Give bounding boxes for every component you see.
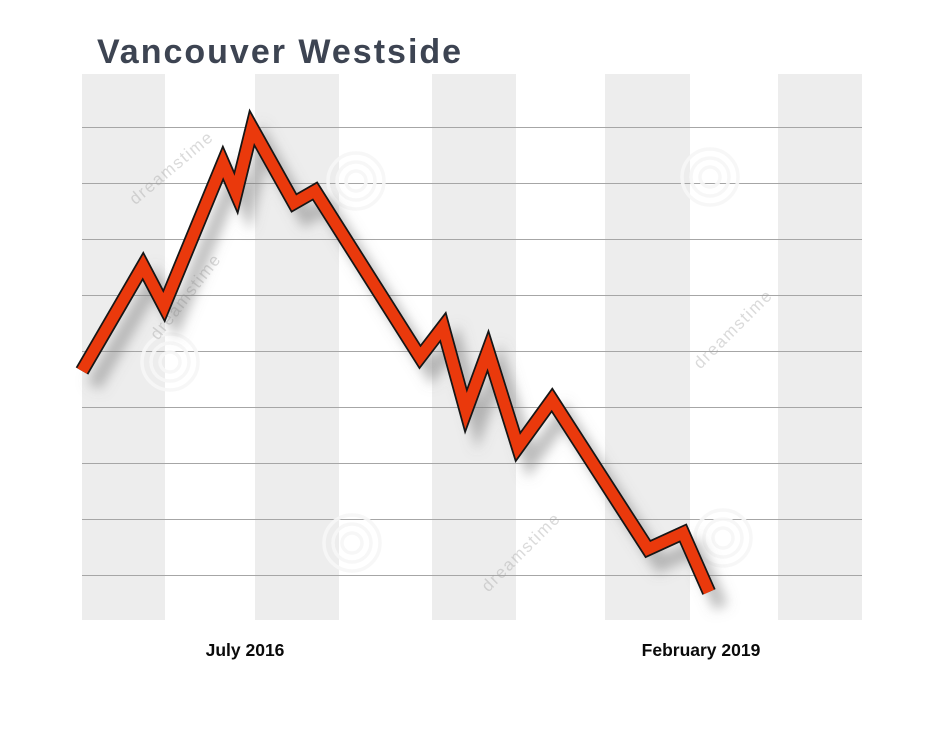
x-axis-label-start: July 2016 bbox=[205, 640, 285, 660]
trend-line-core bbox=[77, 113, 715, 595]
trend-line bbox=[75, 108, 716, 595]
horizontal-gridlines bbox=[82, 127, 862, 576]
watermark-text: dreamstime bbox=[690, 286, 777, 373]
x-axis-label-end: February 2019 bbox=[641, 640, 761, 660]
page-title: Vancouver Westside bbox=[97, 33, 464, 71]
background-stripes bbox=[82, 74, 862, 620]
